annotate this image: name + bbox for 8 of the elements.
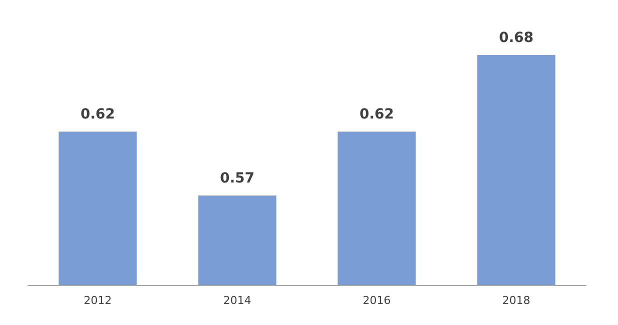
data-label: 0.62 <box>359 106 394 123</box>
x-tick-label: 2014 <box>223 294 252 307</box>
data-label: 0.62 <box>80 106 116 123</box>
data-label: 0.68 <box>498 30 534 46</box>
data-label: 0.57 <box>220 170 255 187</box>
x-tick-label: 2016 <box>362 294 391 307</box>
x-tick-label: 2012 <box>84 294 112 307</box>
x-tick-label: 2018 <box>502 294 530 307</box>
